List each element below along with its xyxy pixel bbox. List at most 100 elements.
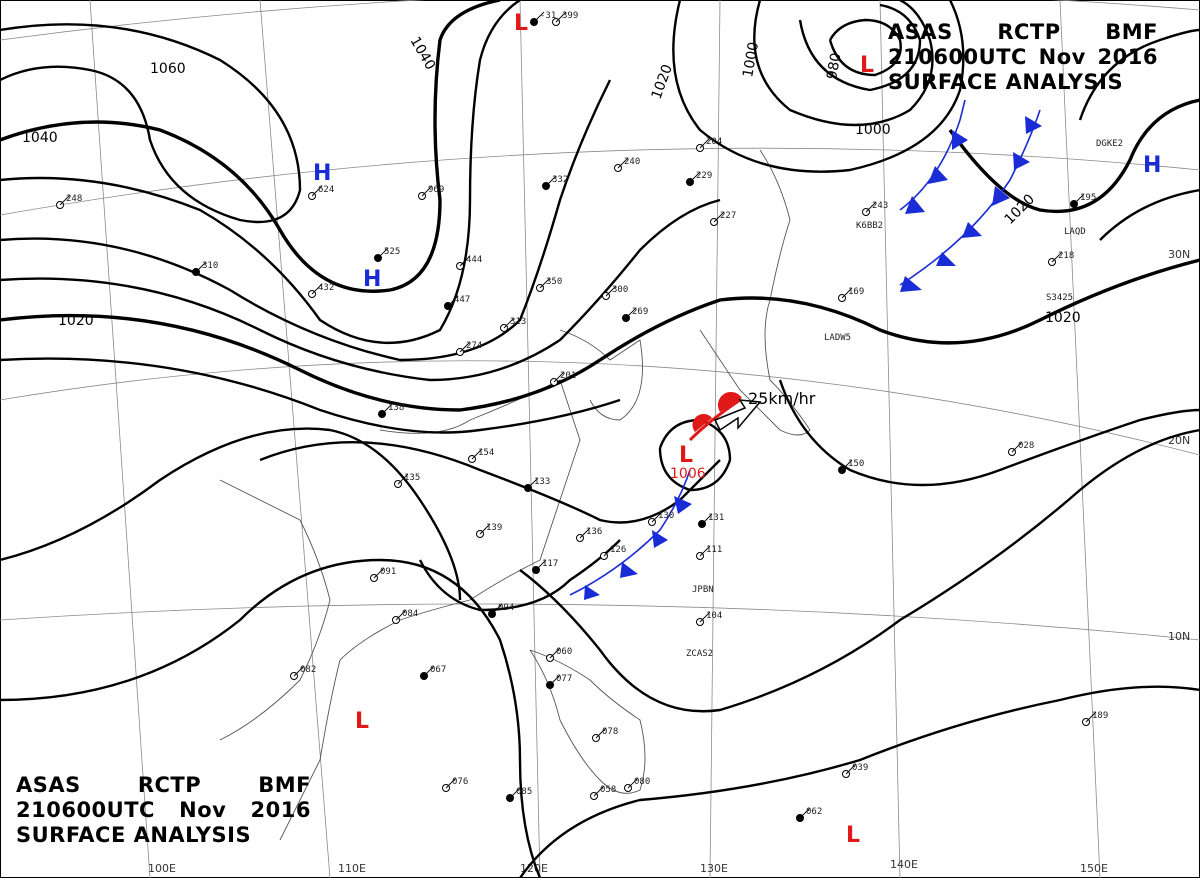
header-year: 2016 xyxy=(1097,45,1158,69)
station-plot: 269 xyxy=(622,307,648,322)
station-pressure-value: 444 xyxy=(466,255,482,265)
station-plot: 104 xyxy=(696,611,722,626)
warm-front xyxy=(688,391,742,442)
cold-front-triangle xyxy=(962,222,982,238)
station-pressure-value: 150 xyxy=(848,459,864,469)
coastlines xyxy=(219,149,811,841)
wind-barb-icon xyxy=(503,317,515,329)
wind-barb-icon xyxy=(293,665,305,677)
wind-barb-icon xyxy=(617,157,629,169)
station-plot: 240 xyxy=(614,157,640,172)
cold-front-line-ne2 xyxy=(899,109,1041,286)
isobar-1040-a xyxy=(0,0,501,293)
station-pressure-value: 169 xyxy=(848,287,864,297)
station-pressure-value: 076 xyxy=(452,777,468,787)
station-pressure-value: 195 xyxy=(1080,193,1096,203)
cold-front-northeast xyxy=(899,99,1042,292)
wind-barb-icon xyxy=(553,371,565,383)
station-plot: 077 xyxy=(546,674,572,689)
high-pressure-center: H xyxy=(1143,153,1161,178)
longitude-line-120e xyxy=(519,0,541,878)
station-plot: 028 xyxy=(1008,441,1034,456)
station-plot: 169 xyxy=(838,287,864,302)
station-plot: 624 xyxy=(308,185,334,200)
station-plot: 154 xyxy=(468,448,494,463)
wind-barb-icon xyxy=(527,477,539,489)
isobar-label-1000-east: 1000 xyxy=(855,122,891,138)
header-title: SURFACE ANALYSIS xyxy=(888,70,1124,94)
cold-front-triangle xyxy=(674,496,692,514)
wind-barb-icon xyxy=(625,307,637,319)
header-line-2: 210600UTC Nov 2016 xyxy=(16,798,311,823)
station-pressure-value: 154 xyxy=(478,448,494,458)
station-code: LAQD xyxy=(1064,227,1086,237)
wind-barb-icon xyxy=(1085,711,1097,723)
grid-label-30n: 30N xyxy=(1168,248,1190,261)
station-pressure-value: 243 xyxy=(872,201,888,211)
isobar-980 xyxy=(828,18,902,77)
station-pressure-value: 313 xyxy=(510,317,526,327)
coastline-philippines xyxy=(529,649,646,794)
station-plot: 332 xyxy=(542,175,568,190)
latitude-line-20n xyxy=(0,360,1200,456)
cold-front-triangle xyxy=(992,186,1010,206)
coastline-china xyxy=(279,379,581,841)
station-codes: K6BB2 LADW5 JPBN ZCAS2 LAQD DGKE2 S3425 xyxy=(686,139,1123,659)
station-plot: 084 xyxy=(392,609,418,624)
isobar-label-1040-north: 1040 xyxy=(407,34,439,73)
wind-barb-icon xyxy=(593,785,605,797)
station-pressure-value: 058 xyxy=(600,785,616,795)
station-plot: 139 xyxy=(476,523,502,538)
station-code: LADW5 xyxy=(824,333,851,343)
station-pressure-value: 432 xyxy=(318,283,334,293)
station-pressure-value: 201 xyxy=(560,371,576,381)
station-plot: 094 xyxy=(488,603,514,618)
station-plot: 274 xyxy=(456,341,482,356)
longitude-line-140e xyxy=(879,0,901,878)
station-plot: 131 xyxy=(698,513,724,528)
station-pressure-value: 060 xyxy=(556,647,572,657)
wind-barb-icon xyxy=(713,211,725,223)
station-pressure-value: 135 xyxy=(404,473,420,483)
wind-barb-icon xyxy=(865,201,877,213)
station-plot: 067 xyxy=(420,665,446,680)
station-pressure-value: 189 xyxy=(1092,711,1108,721)
header-year: 2016 xyxy=(250,798,311,822)
station-pressure-value: 117 xyxy=(542,559,558,569)
grid-label-120e: 120E xyxy=(520,862,548,875)
station-plot: 135 xyxy=(394,473,420,488)
header-code: BMF xyxy=(1105,20,1158,44)
station-plot: 313 xyxy=(500,317,526,332)
cold-front-triangle xyxy=(584,585,600,600)
isobar-990 xyxy=(798,3,922,92)
isobar-1020-a xyxy=(0,258,1200,412)
grid-label-150e: 150E xyxy=(1080,862,1108,875)
header-agency: ASAS xyxy=(16,773,81,797)
wind-barb-icon xyxy=(539,277,551,289)
station-pressure-value: 084 xyxy=(402,609,418,619)
motion-arrow-icon xyxy=(713,399,762,432)
station-pressure-value: 227 xyxy=(720,211,736,221)
station-pressure-value: 062 xyxy=(806,807,822,817)
wind-barb-icon xyxy=(535,559,547,571)
station-pressure-value: 248 xyxy=(66,194,82,204)
wind-barb-icon xyxy=(479,523,491,535)
station-plot: 350 xyxy=(536,277,562,292)
longitude-line-110e xyxy=(259,0,331,878)
wind-barb-icon xyxy=(799,807,811,819)
station-plot: 133 xyxy=(524,477,550,492)
station-plot: 150 xyxy=(838,459,864,474)
station-plot: 060 xyxy=(546,647,572,662)
station-pressure-value: 332 xyxy=(552,175,568,185)
station-plot: 300 xyxy=(602,285,628,300)
cold-front-triangle xyxy=(952,130,968,150)
station-plot: 195 xyxy=(1070,193,1096,208)
isobar-1030 xyxy=(0,0,521,345)
station-plot: 076 xyxy=(442,777,468,792)
wind-barb-icon xyxy=(699,611,711,623)
header-month: Nov xyxy=(1038,45,1086,69)
station-pressure-value: 067 xyxy=(430,665,446,675)
station-plot: 126 xyxy=(600,545,626,560)
